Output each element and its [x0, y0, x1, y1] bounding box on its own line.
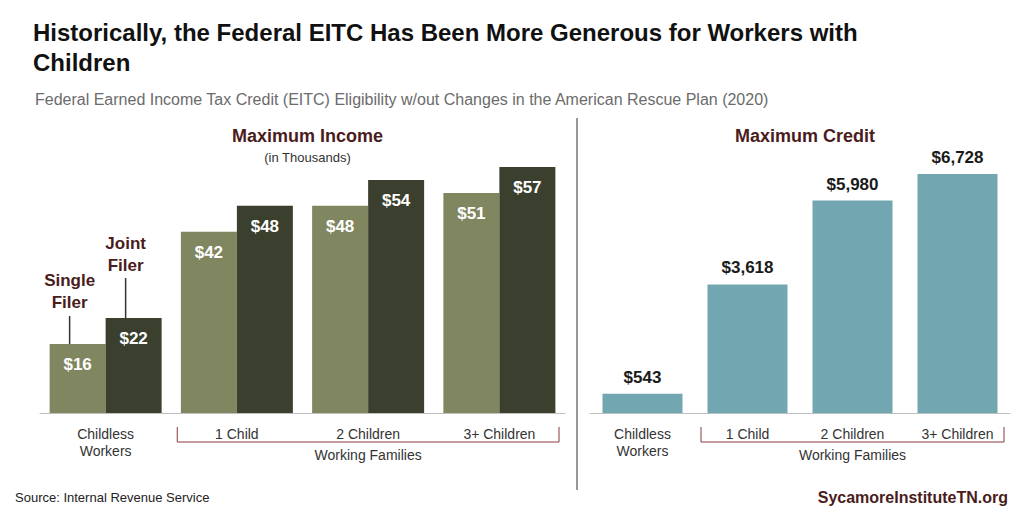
- svg-text:1 Child: 1 Child: [726, 426, 770, 442]
- svg-text:3+ Children: 3+ Children: [922, 426, 994, 442]
- svg-text:$543: $543: [624, 368, 662, 387]
- svg-text:1 Child: 1 Child: [215, 426, 259, 442]
- svg-text:Working Families: Working Families: [315, 447, 422, 463]
- svg-text:$48: $48: [326, 217, 354, 236]
- svg-text:$3,618: $3,618: [722, 258, 774, 277]
- svg-text:(in Thousands): (in Thousands): [264, 150, 350, 165]
- svg-text:SycamoreInstituteTN.org: SycamoreInstituteTN.org: [818, 489, 1008, 506]
- svg-text:Source: Internal Revenue Servi: Source: Internal Revenue Service: [15, 490, 209, 505]
- svg-text:Working Families: Working Families: [799, 447, 906, 463]
- svg-text:Joint: Joint: [105, 234, 146, 253]
- svg-text:$48: $48: [251, 217, 279, 236]
- svg-text:Maximum Income: Maximum Income: [232, 126, 383, 146]
- svg-text:$57: $57: [513, 178, 541, 197]
- svg-text:Filer: Filer: [52, 293, 88, 312]
- svg-text:$22: $22: [119, 329, 147, 348]
- svg-text:Historically, the Federal EITC: Historically, the Federal EITC Has Been …: [33, 19, 858, 46]
- svg-text:2 Children: 2 Children: [336, 426, 400, 442]
- svg-text:$42: $42: [195, 243, 223, 262]
- svg-text:2 Children: 2 Children: [821, 426, 885, 442]
- svg-text:Federal Earned Income Tax Cred: Federal Earned Income Tax Credit (EITC) …: [35, 91, 768, 108]
- svg-text:$5,980: $5,980: [827, 175, 879, 194]
- svg-text:$54: $54: [382, 191, 411, 210]
- svg-text:Childless: Childless: [614, 426, 671, 442]
- svg-text:Workers: Workers: [80, 443, 132, 459]
- svg-text:$6,728: $6,728: [932, 148, 984, 167]
- svg-text:Childless: Childless: [77, 426, 134, 442]
- svg-text:Maximum Credit: Maximum Credit: [735, 126, 875, 146]
- svg-text:3+ Children: 3+ Children: [463, 426, 535, 442]
- svg-text:Single: Single: [44, 271, 95, 290]
- svg-text:Children: Children: [33, 49, 130, 76]
- svg-text:Filer: Filer: [108, 256, 144, 275]
- svg-text:$51: $51: [457, 204, 485, 223]
- svg-text:Workers: Workers: [617, 443, 669, 459]
- svg-text:$16: $16: [63, 355, 91, 374]
